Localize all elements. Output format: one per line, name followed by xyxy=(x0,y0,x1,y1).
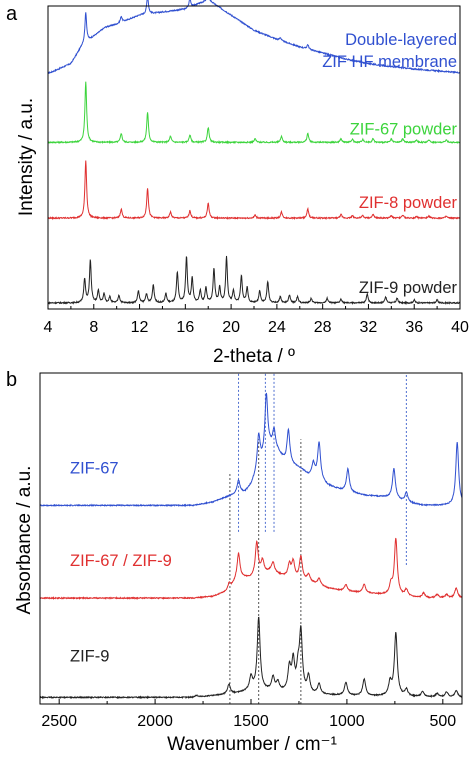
panel-b-label: b xyxy=(6,369,17,391)
panel-a-traces xyxy=(47,0,461,306)
panel-b-y-axis-label: Absorbance / a.u. xyxy=(14,466,35,615)
panel-a-x-ticks: 4 8 12 16 20 24 28 32 36 40 xyxy=(44,304,469,336)
a-x-tick-label: 12 xyxy=(131,319,149,336)
panel-a-plot-frame xyxy=(47,5,461,310)
a-series-label: Double-layered xyxy=(345,31,457,49)
b-series-label: ZIF-67 xyxy=(70,460,119,478)
a-x-tick-label: 8 xyxy=(89,319,98,336)
panel-b-x-ticks: 2500 2000 1500 1000 500 xyxy=(41,699,456,730)
a-x-tick-label: 36 xyxy=(405,319,423,336)
b-x-tick-label: 2500 xyxy=(41,713,77,730)
a-series-label: ZIF-9 powder xyxy=(359,279,458,297)
b-x-tick-label: 1500 xyxy=(233,713,269,730)
panel-b-series-labels: ZIF-67 ZIF-67 / ZIF-9 ZIF-9 xyxy=(70,460,172,666)
b-series-label: ZIF-9 xyxy=(70,648,109,666)
panel-a-y-axis-label: Intensity / a.u. xyxy=(16,98,37,216)
panel-a-x-axis-label: 2-theta / º xyxy=(213,346,295,367)
b-x-tick-label: 500 xyxy=(429,713,456,730)
a-series-0-line xyxy=(47,0,461,75)
a-x-tick-label: 24 xyxy=(268,319,286,336)
panel-a-xrd: a Double-layered ZIF HF membrane ZIF-67 po… xyxy=(6,0,469,367)
a-series-1-line xyxy=(47,81,461,145)
panel-a-label: a xyxy=(6,3,18,25)
a-series-2-line xyxy=(47,160,461,221)
b-series-1-line xyxy=(39,537,463,601)
a-x-tick-label: 4 xyxy=(44,319,53,336)
b-series-2-line xyxy=(39,616,463,700)
a-x-tick-label: 20 xyxy=(222,319,240,336)
a-x-tick-label: 28 xyxy=(314,319,332,336)
a-x-tick-label: 40 xyxy=(451,319,469,336)
panel-b-traces xyxy=(39,392,463,700)
b-series-0-line xyxy=(39,392,463,508)
a-series-label: ZIF HF membrane xyxy=(322,53,457,71)
panel-b-ftir: b ZIF-67 ZIF-67 / ZIF-9 ZIF-9 2500 2000 1500… xyxy=(6,369,463,755)
a-x-tick-label: 16 xyxy=(176,319,194,336)
a-x-tick-label: 32 xyxy=(360,319,378,336)
panel-a-series-labels: Double-layered ZIF HF membrane ZIF-67 powd… xyxy=(322,31,457,297)
b-x-tick-label: 1000 xyxy=(329,713,365,730)
a-series-label: ZIF-67 powder xyxy=(350,120,458,138)
b-x-tick-label: 2000 xyxy=(137,713,173,730)
b-series-label: ZIF-67 / ZIF-9 xyxy=(70,552,172,570)
a-series-label: ZIF-8 powder xyxy=(359,194,458,212)
a-series-3-line xyxy=(47,255,461,306)
panel-b-x-axis-label: Wavenumber / cm⁻¹ xyxy=(167,734,337,755)
